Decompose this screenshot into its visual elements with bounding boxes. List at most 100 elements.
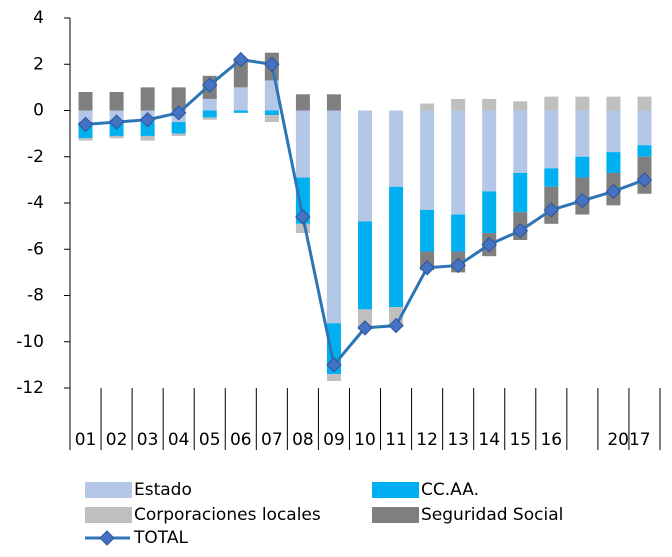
marker <box>450 257 466 274</box>
bar-segment <box>637 96 652 111</box>
x-tick-label: 06 <box>230 430 252 450</box>
y-tick-label: -2 <box>27 147 44 167</box>
bar-segment <box>544 110 559 169</box>
bar-segment <box>326 94 341 111</box>
bar-segment <box>202 98 217 111</box>
bar-segment <box>606 96 621 111</box>
bar-segment <box>482 110 497 192</box>
marker <box>543 202 560 218</box>
y-tick-label: 0 <box>33 101 44 121</box>
bar-segment <box>78 92 93 111</box>
bar-segment <box>420 103 435 111</box>
legend-label: Seguridad Social <box>421 505 563 525</box>
legend-label: Corporaciones locales <box>134 505 321 525</box>
bar-segment <box>140 135 155 141</box>
bar-segment <box>264 115 279 123</box>
bar-segment <box>482 191 497 234</box>
bar-segment <box>202 110 217 118</box>
bar-segment <box>451 98 466 111</box>
marker <box>77 116 94 133</box>
x-tick-label: 01 <box>75 430 97 450</box>
y-tick-label: 4 <box>33 8 44 28</box>
bar-segment <box>482 98 497 111</box>
y-tick-label: -12 <box>16 378 44 398</box>
marker <box>636 172 653 188</box>
legend-swatch <box>85 507 132 523</box>
x-tick-label: 08 <box>292 430 314 450</box>
y-tick-label: -8 <box>27 286 44 306</box>
bar-segment <box>295 110 310 178</box>
bar-segment <box>606 110 621 153</box>
marker <box>264 56 280 72</box>
x-tick-label: 11 <box>385 430 407 450</box>
y-tick-label: -10 <box>16 332 44 352</box>
bar-segment <box>575 156 590 178</box>
bar-segment <box>358 110 372 222</box>
x-tick-label: 09 <box>323 430 345 450</box>
bar-segment <box>171 87 186 111</box>
bar-segment <box>575 96 590 111</box>
x-tick-label: 14 <box>478 430 500 450</box>
bar-segment <box>358 221 372 310</box>
bar-segment <box>109 92 124 111</box>
x-tick-label: 05 <box>199 430 221 450</box>
legend-label: TOTAL <box>133 528 188 548</box>
x-tick-label: 10 <box>354 430 376 450</box>
legend-marker <box>99 530 115 546</box>
legend-label: CC.AA. <box>421 480 479 500</box>
bar-segment <box>420 209 435 252</box>
legend-label: Estado <box>134 480 192 500</box>
x-tick-label: 03 <box>137 430 159 450</box>
bar-segment <box>326 374 341 382</box>
x-tick-label: 15 <box>509 430 531 450</box>
bar-segment <box>140 122 155 136</box>
bar-segment <box>233 110 248 113</box>
legend-swatch <box>85 482 132 498</box>
x-tick-label: 12 <box>416 430 438 450</box>
x-tick-label: 13 <box>447 430 469 450</box>
marker <box>202 77 218 93</box>
bar-segment <box>326 110 341 324</box>
bar-segment <box>389 186 404 308</box>
marker <box>357 320 373 336</box>
bar-segment <box>295 177 310 224</box>
bar-segment <box>420 110 435 210</box>
bar-segment <box>109 135 124 139</box>
bar-segment <box>544 168 559 187</box>
bar-segment <box>637 145 652 157</box>
bar-segment <box>513 172 528 213</box>
marker <box>139 112 156 128</box>
bar-segment <box>171 133 186 136</box>
bar-segment <box>78 138 93 141</box>
marker <box>512 223 528 239</box>
y-tick-label: 2 <box>33 54 44 74</box>
bar-segment <box>606 152 621 173</box>
bar-segment <box>233 59 248 88</box>
bar-segment <box>295 223 310 234</box>
bar-segment <box>358 309 372 328</box>
bar-segment <box>575 110 590 157</box>
marker <box>605 183 622 200</box>
x-tick-label: 04 <box>168 430 190 450</box>
x-tick-label: 02 <box>106 430 128 450</box>
bar-segment <box>451 110 466 215</box>
x-tick-label: 2017 <box>607 430 650 450</box>
bar-segment <box>544 96 559 111</box>
bar-segment <box>264 110 279 116</box>
bar-segment <box>451 214 466 252</box>
y-tick-label: -4 <box>27 193 44 213</box>
bar-segment <box>140 87 155 111</box>
marker <box>326 357 342 373</box>
bar-segment <box>78 110 93 123</box>
bar-segment <box>171 122 186 134</box>
marker <box>170 105 187 121</box>
marker <box>419 260 435 276</box>
marker <box>233 51 249 68</box>
x-tick-label: 16 <box>540 430 562 450</box>
legend-swatch <box>372 482 419 498</box>
bar-segment <box>233 87 248 111</box>
marker <box>388 317 404 334</box>
legend-swatch <box>372 507 419 523</box>
bar-segment <box>389 110 404 187</box>
